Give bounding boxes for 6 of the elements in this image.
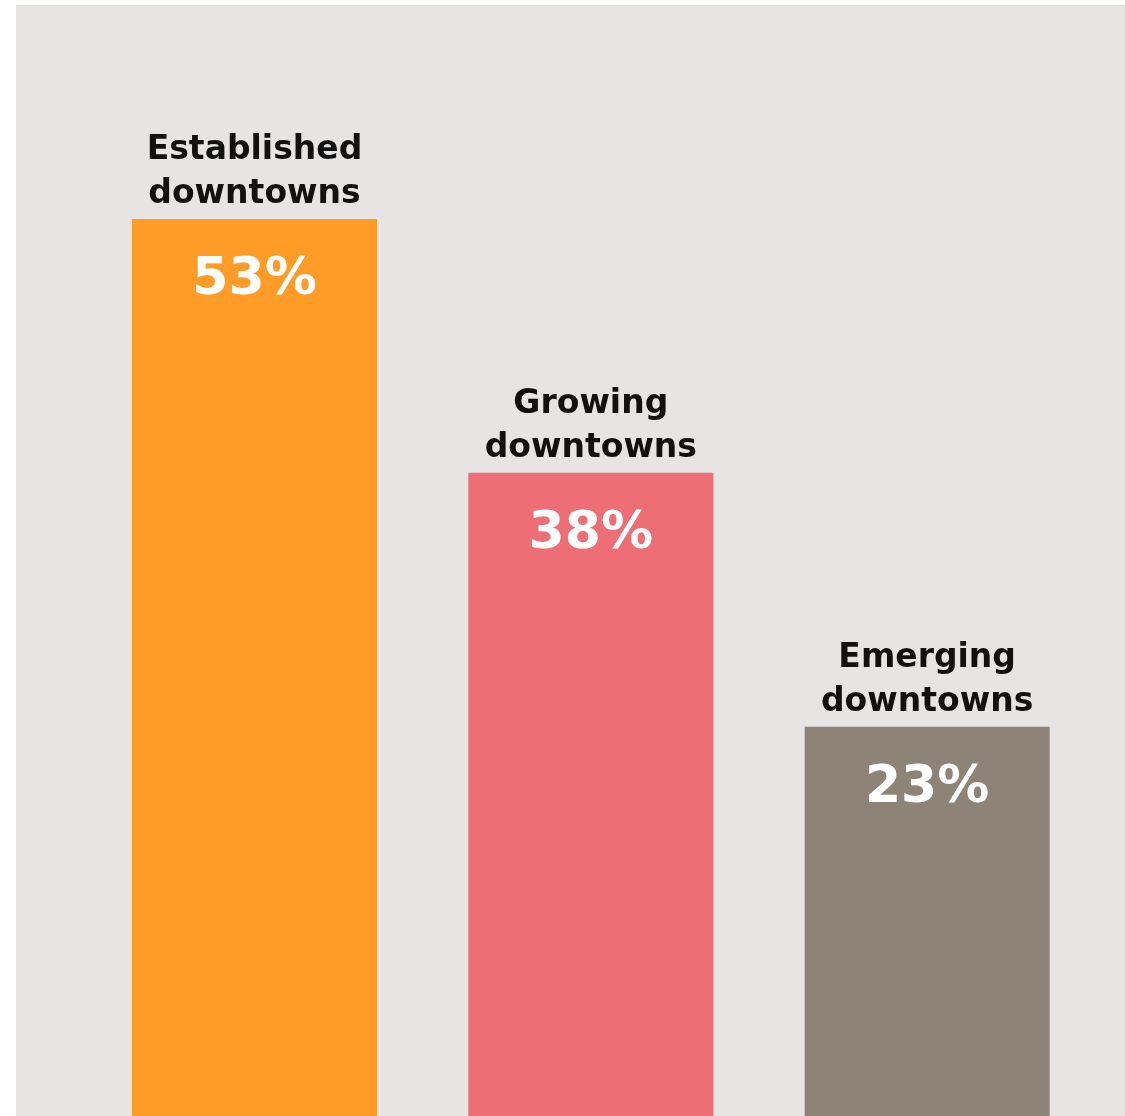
- x-tick-label: Emerging downtowns: [820, 635, 1034, 719]
- x-tick-label: Growing downtowns: [484, 381, 698, 465]
- data-label: 23%: [864, 753, 990, 814]
- x-tick-label: Established downtowns: [146, 127, 363, 211]
- data-label: 53%: [192, 245, 317, 306]
- data-label: 38%: [528, 499, 654, 560]
